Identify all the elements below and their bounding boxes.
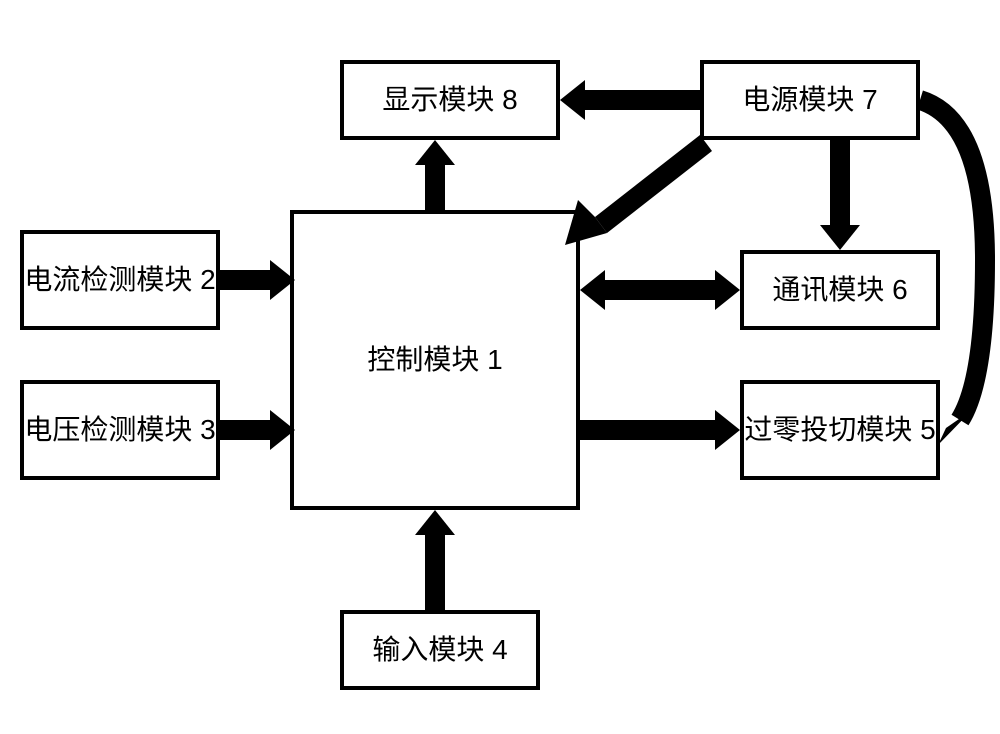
node-comm: 通讯模块 6 bbox=[740, 250, 940, 330]
node-display: 显示模块 8 bbox=[340, 60, 560, 140]
edge-voltage-to-control bbox=[220, 410, 295, 450]
node-label: 通讯模块 6 bbox=[772, 272, 907, 308]
node-label: 显示模块 8 bbox=[382, 82, 517, 118]
diagram-canvas: 控制模块 1 电流检测模块 2 电压检测模块 3 输入模块 4 过零投切模块 5… bbox=[0, 0, 1000, 734]
node-current-detect: 电流检测模块 2 bbox=[20, 230, 220, 330]
node-label: 过零投切模块 5 bbox=[744, 412, 935, 448]
edge-control-to-zero bbox=[580, 410, 740, 450]
node-input: 输入模块 4 bbox=[340, 610, 540, 690]
node-label: 电源模块 7 bbox=[742, 82, 877, 118]
edge-control-to-display bbox=[415, 140, 455, 210]
edge-input-to-control bbox=[415, 510, 455, 610]
edge-power-to-display bbox=[560, 80, 700, 120]
edge-power-to-comm bbox=[820, 140, 860, 250]
node-label: 输入模块 4 bbox=[372, 632, 507, 668]
edge-control-comm-bidir bbox=[580, 270, 740, 310]
node-power: 电源模块 7 bbox=[700, 60, 920, 140]
node-label: 电流检测模块 2 bbox=[24, 262, 215, 298]
edge-current-to-control bbox=[220, 260, 295, 300]
node-label: 控制模块 1 bbox=[367, 342, 502, 378]
node-label: 电压检测模块 3 bbox=[24, 412, 215, 448]
node-voltage-detect: 电压检测模块 3 bbox=[20, 380, 220, 480]
node-zero-cross: 过零投切模块 5 bbox=[740, 380, 940, 480]
node-control: 控制模块 1 bbox=[290, 210, 580, 510]
edge-power-to-control bbox=[565, 135, 712, 245]
